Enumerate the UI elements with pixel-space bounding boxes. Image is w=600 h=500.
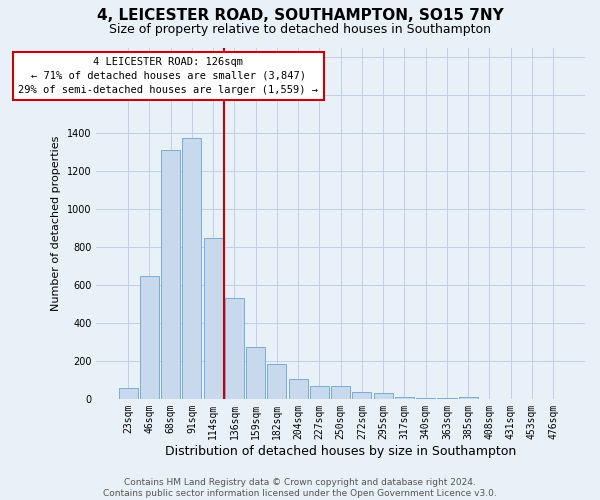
Bar [437, 398, 457, 399]
Text: 4 LEICESTER ROAD: 126sqm
← 71% of detached houses are smaller (3,847)
29% of sem: 4 LEICESTER ROAD: 126sqm ← 71% of detach… [19, 57, 319, 95]
Bar [352, 392, 371, 399]
Bar [331, 386, 350, 399]
Bar [374, 393, 393, 399]
Bar [268, 364, 286, 399]
Bar [225, 298, 244, 399]
Bar [182, 138, 202, 399]
Bar [458, 396, 478, 399]
Bar [310, 386, 329, 399]
Y-axis label: Number of detached properties: Number of detached properties [51, 136, 61, 311]
Bar [395, 396, 414, 399]
Bar [161, 150, 180, 399]
Bar [246, 346, 265, 399]
X-axis label: Distribution of detached houses by size in Southampton: Distribution of detached houses by size … [165, 444, 516, 458]
Bar [416, 398, 435, 399]
Bar [140, 276, 159, 399]
Text: Contains HM Land Registry data © Crown copyright and database right 2024.
Contai: Contains HM Land Registry data © Crown c… [103, 478, 497, 498]
Text: 4, LEICESTER ROAD, SOUTHAMPTON, SO15 7NY: 4, LEICESTER ROAD, SOUTHAMPTON, SO15 7NY [97, 8, 503, 22]
Text: Size of property relative to detached houses in Southampton: Size of property relative to detached ho… [109, 22, 491, 36]
Bar [203, 238, 223, 399]
Bar [289, 379, 308, 399]
Bar [119, 388, 137, 399]
